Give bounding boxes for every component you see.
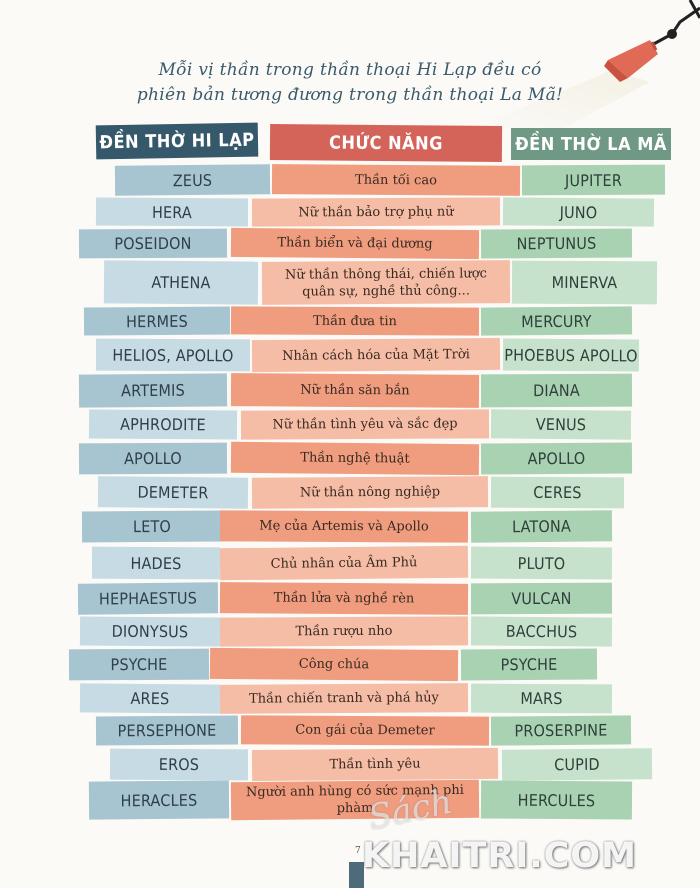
lamp-illustration — [470, 0, 700, 130]
function-label: Công chúa — [209, 647, 459, 682]
function-label: Nữ thần nông nghiệp — [251, 476, 489, 509]
roman-god-name: PSYCHE — [460, 648, 598, 681]
roman-god-name: PLUTO — [470, 546, 613, 580]
function-label: Thần tình yêu — [251, 747, 499, 782]
greek-god-name: EROS — [109, 748, 249, 781]
table-row: HERACLES Người anh hùng có sức mạnh phi p… — [0, 779, 700, 821]
table-row: ATHENA Nữ thần thông thái, chiến lược quâ… — [0, 260, 700, 306]
function-label: Thần biển và đại dương — [230, 227, 480, 260]
greek-god-name: DIONYSUS — [79, 616, 221, 647]
greek-god-name: HERA — [95, 197, 249, 227]
function-label: Thần chiến tranh và phá hủy — [219, 683, 469, 714]
roman-god-name: NEPTUNUS — [480, 228, 633, 259]
table-row: HERMES Thần đưa tin MERCURY — [0, 306, 700, 337]
greek-god-name: DEMETER — [97, 476, 249, 509]
roman-god-name: JUNO — [502, 197, 655, 227]
function-label: Nữ thần bảo trợ phụ nữ — [251, 197, 501, 227]
table-row: ARTEMIS Nữ thần săn bắn DIANA — [0, 373, 700, 409]
table-row: EROS Thần tình yêu CUPID — [0, 747, 700, 782]
header-function: CHỨC NĂNG — [269, 123, 503, 163]
greek-god-name: HEPHAESTUS — [77, 582, 219, 615]
table-row: DIONYSUS Thần rượu nho BACCHUS — [0, 616, 700, 648]
roman-god-name: HERCULES — [480, 780, 633, 820]
roman-god-name: LATONA — [470, 510, 613, 543]
greek-god-name: POSEIDON — [78, 228, 228, 259]
intro-line-1: Mỗi vị thần trong thần thoại Hi Lạp đều … — [158, 60, 542, 80]
roman-god-name: MERCURY — [480, 306, 633, 336]
function-label: Thần nghệ thuật — [230, 441, 480, 476]
function-label: Mẹ của Artemis và Apollo — [219, 510, 469, 543]
roman-god-name: PROSERPINE — [490, 715, 632, 746]
table-row: ARES Thần chiến tranh và phá hủy MARS — [0, 683, 700, 715]
intro-text: Mỗi vị thần trong thần thoại Hi Lạp đều … — [100, 58, 600, 108]
greek-god-name: ARTEMIS — [78, 373, 228, 408]
table-row: POSEIDON Thần biển và đại dương NEPTUNUS — [0, 227, 700, 260]
page-number: 7 — [355, 846, 361, 856]
function-label: Nhân cách hóa của Mặt Trời — [251, 337, 501, 373]
roman-god-name: BACCHUS — [470, 616, 613, 647]
function-label: Thần lửa và nghề rèn — [219, 582, 469, 615]
page-tab — [349, 862, 364, 888]
greek-god-name: APHRODITE — [88, 409, 238, 440]
intro-line-2: phiên bản tương đương trong thần thoại L… — [136, 85, 564, 105]
function-label: Chủ nhân của Âm Phủ — [219, 545, 469, 581]
watermark: KHAITRI.COM — [362, 836, 637, 876]
header-greek: ĐỀN THỜ HI LẠP — [95, 122, 259, 160]
roman-god-name: PHOEBUS APOLLO — [502, 338, 640, 372]
table-row: APOLLO Thần nghệ thuật APOLLO — [0, 441, 700, 476]
function-label: Nữ thần săn bắn — [230, 373, 480, 408]
function-label: Nữ thần tình yêu và sắc đẹp — [240, 409, 490, 440]
table-row: PSYCHE Công chúa PSYCHE — [0, 647, 700, 682]
function-label: Con gái của Demeter — [240, 715, 490, 746]
table-row: APHRODITE Nữ thần tình yêu và sắc đẹp VENU… — [0, 409, 700, 441]
greek-god-name: ATHENA — [103, 260, 259, 305]
table-row: PERSEPHONE Con gái của Demeter PROSERPINE — [0, 715, 700, 747]
table-row: HERA Nữ thần bảo trợ phụ nữ JUNO — [0, 197, 700, 228]
roman-god-name: APOLLO — [480, 442, 633, 475]
table-row: ZEUS Thần tối cao JUPITER — [0, 164, 700, 197]
greek-god-name: LETO — [81, 510, 223, 543]
roman-god-name: CUPID — [501, 748, 653, 781]
greek-god-name: HERMES — [83, 306, 231, 336]
function-label: Thần rượu nho — [219, 616, 469, 647]
greek-god-name: HERACLES — [88, 780, 230, 820]
roman-god-name: VULCAN — [470, 582, 613, 615]
greek-god-name: ARES — [79, 683, 221, 714]
roman-god-name: VENUS — [490, 409, 632, 440]
roman-god-name: MARS — [470, 683, 613, 714]
table-row: HELIOS, APOLLO Nhân cách hóa của Mặt Trời… — [0, 337, 700, 373]
roman-god-name: MINERVA — [511, 260, 658, 305]
table-row: HEPHAESTUS Thần lửa và nghề rèn VULCAN — [0, 582, 700, 616]
greek-god-name: PSYCHE — [68, 648, 210, 681]
function-label: Thần tối cao — [271, 164, 521, 196]
greek-god-name: HELIOS, APOLLO — [95, 338, 251, 372]
greek-god-name: HADES — [91, 546, 221, 580]
function-label: Nữ thần thông thái, chiến lược quân sự, … — [261, 260, 511, 305]
greek-god-name: ZEUS — [114, 164, 271, 196]
greek-god-name: PERSEPHONE — [95, 715, 239, 746]
table-row: LETO Mẹ của Artemis và Apollo LATONA — [0, 510, 700, 544]
function-label: Thần đưa tin — [230, 306, 480, 336]
roman-god-name: CERES — [490, 476, 625, 509]
table-row: DEMETER Nữ thần nông nghiệp CERES — [0, 476, 700, 510]
greek-god-name: APOLLO — [78, 442, 228, 475]
table-row: HADES Chủ nhân của Âm Phủ PLUTO — [0, 545, 700, 581]
roman-god-name: DIANA — [480, 373, 633, 408]
roman-god-name: JUPITER — [521, 164, 666, 196]
header-roman: ĐỀN THỜ LA MÃ — [511, 128, 671, 160]
